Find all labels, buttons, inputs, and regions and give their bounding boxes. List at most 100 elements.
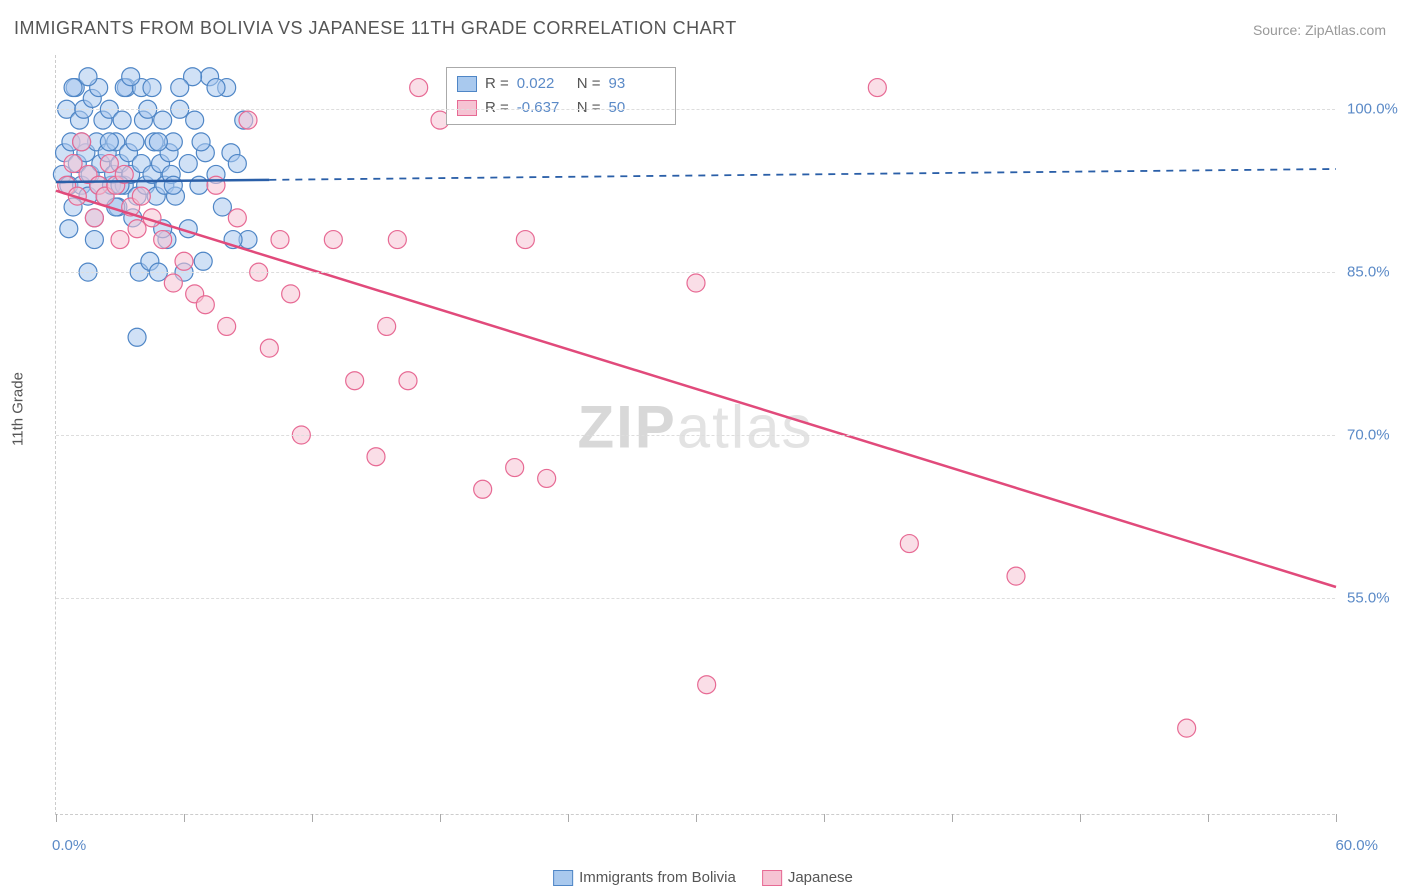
scatter-point-bolivia [113,111,131,129]
scatter-point-bolivia [126,133,144,151]
scatter-point-bolivia [228,155,246,173]
gridline-h [56,435,1335,436]
legend-bottom: Immigrants from Bolivia Japanese [553,869,853,886]
x-tick [184,814,185,822]
x-tick [440,814,441,822]
scatter-point-japanese [164,274,182,292]
scatter-point-bolivia [194,252,212,270]
chart-container: IMMIGRANTS FROM BOLIVIA VS JAPANESE 11TH… [0,0,1406,892]
scatter-point-bolivia [179,155,197,173]
scatter-point-japanese [1007,567,1025,585]
legend-r-label-japanese: R = [485,96,509,120]
legend-n-label-bolivia: N = [577,72,601,96]
x-tick-label-min: 0.0% [52,837,86,854]
scatter-point-bolivia [143,79,161,97]
x-tick [1208,814,1209,822]
scatter-point-bolivia [122,68,140,86]
scatter-point-japanese [73,133,91,151]
x-tick [1336,814,1337,822]
scatter-point-japanese [410,79,428,97]
legend-bottom-item-bolivia: Immigrants from Bolivia [553,869,736,886]
legend-swatch-japanese [457,100,477,116]
legend-bottom-item-japanese: Japanese [762,869,853,886]
scatter-point-japanese [1178,719,1196,737]
scatter-point-japanese [900,535,918,553]
scatter-point-bolivia [64,79,82,97]
source-label: Source: ZipAtlas.com [1253,22,1386,38]
scatter-point-japanese [111,231,129,249]
y-tick-label: 85.0% [1347,264,1406,281]
legend-r-value-japanese: -0.637 [517,96,569,120]
scatter-point-japanese [64,155,82,173]
trendline-dashed-bolivia [269,169,1336,180]
chart-title: IMMIGRANTS FROM BOLIVIA VS JAPANESE 11TH… [14,18,737,39]
scatter-point-japanese [132,187,150,205]
legend-n-label-japanese: N = [577,96,601,120]
scatter-point-japanese [128,220,146,238]
scatter-point-japanese [538,469,556,487]
x-tick [824,814,825,822]
legend-bottom-swatch-japanese [762,870,782,886]
x-tick [1080,814,1081,822]
scatter-point-japanese [85,209,103,227]
scatter-point-japanese [282,285,300,303]
x-tick [952,814,953,822]
gridline-h [56,109,1335,110]
y-tick-label: 70.0% [1347,427,1406,444]
scatter-point-japanese [399,372,417,390]
scatter-point-japanese [698,676,716,694]
scatter-point-japanese [175,252,193,270]
scatter-point-bolivia [85,231,103,249]
scatter-point-bolivia [207,79,225,97]
x-tick [56,814,57,822]
x-tick [568,814,569,822]
scatter-point-bolivia [164,176,182,194]
scatter-point-bolivia [186,111,204,129]
scatter-point-bolivia [192,133,210,151]
scatter-point-japanese [207,176,225,194]
scatter-point-japanese [474,480,492,498]
legend-swatch-bolivia [457,76,477,92]
scatter-point-bolivia [154,111,172,129]
plot-area: ZIPatlas R = 0.022 N = 93 R = -0.637 N =… [55,55,1335,815]
scatter-point-bolivia [190,176,208,194]
legend-bottom-label-japanese: Japanese [788,869,853,886]
legend-bottom-swatch-bolivia [553,870,573,886]
x-tick-label-max: 60.0% [1335,837,1378,854]
scatter-point-japanese [868,79,886,97]
scatter-point-japanese [388,231,406,249]
gridline-h [56,272,1335,273]
scatter-point-japanese [378,317,396,335]
legend-bottom-label-bolivia: Immigrants from Bolivia [579,869,736,886]
legend-r-label-bolivia: R = [485,72,509,96]
scatter-point-bolivia [79,68,97,86]
scatter-point-japanese [506,459,524,477]
legend-correlation: R = 0.022 N = 93 R = -0.637 N = 50 [446,67,676,125]
y-tick-label: 100.0% [1347,101,1406,118]
y-axis-title: 11th Grade [10,372,27,446]
scatter-point-japanese [196,296,214,314]
scatter-point-japanese [260,339,278,357]
scatter-point-japanese [154,231,172,249]
scatter-point-bolivia [171,79,189,97]
scatter-point-japanese [367,448,385,466]
scatter-point-bolivia [128,328,146,346]
scatter-point-japanese [687,274,705,292]
y-tick-label: 55.0% [1347,589,1406,606]
trendline-solid-japanese [56,191,1336,587]
scatter-point-bolivia [149,133,167,151]
legend-row-japanese: R = -0.637 N = 50 [457,96,661,120]
scatter-point-bolivia [60,220,78,238]
scatter-point-japanese [346,372,364,390]
scatter-point-japanese [218,317,236,335]
scatter-point-bolivia [100,133,118,151]
scatter-point-japanese [100,155,118,173]
gridline-h [56,598,1335,599]
scatter-point-japanese [516,231,534,249]
legend-n-value-japanese: 50 [609,96,661,120]
legend-n-value-bolivia: 93 [609,72,661,96]
scatter-point-japanese [324,231,342,249]
legend-r-value-bolivia: 0.022 [517,72,569,96]
x-tick [312,814,313,822]
scatter-point-japanese [239,111,257,129]
